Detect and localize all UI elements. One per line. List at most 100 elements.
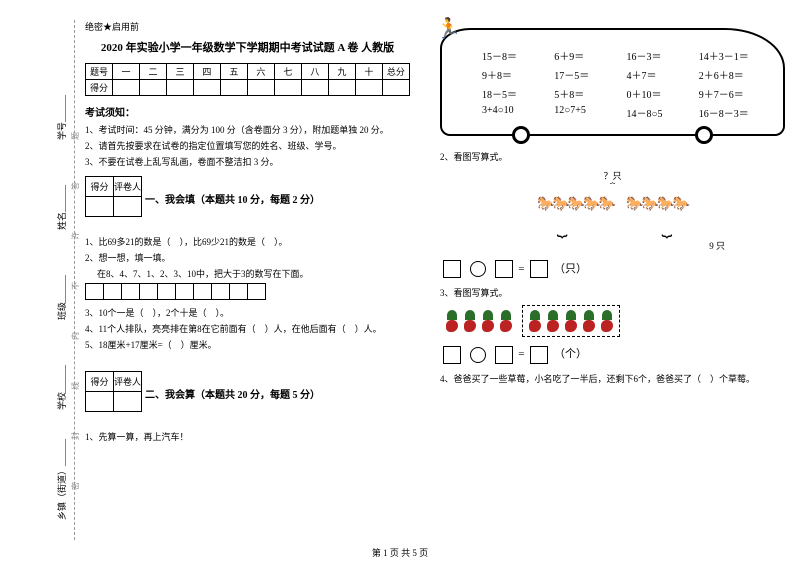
mark-table: 得分评卷人 [85,176,142,217]
radish-figure [440,305,785,337]
horses-figure: ？只 ⏞ 🐎🐎🐎🐎🐎 🐎🐎🐎🐎 ⏟ ⏟ 9 只 [440,169,785,252]
q1-2b: 在8、4、7、1、2、3、10中，把大于3的数写在下面。 [85,267,410,280]
wheel-icon [512,126,530,144]
question-mark-label: ？只 [440,169,785,182]
score-header-cell: 八 [301,64,328,80]
math-expr: 0＋10＝ [627,86,689,101]
math-expr: 14＋3－1＝ [699,48,761,63]
answer-box [530,346,548,364]
page-footer: 第 1 页 共 5 页 [0,546,800,559]
rules-header: 考试须知： [85,104,410,119]
binding-margin: 乡镇（街道）______ 学校______ 班级______ 姓名______ … [15,20,75,540]
radish-icon [444,310,460,332]
field-name: 姓名______ [55,185,68,230]
score-header-cell: 六 [247,64,274,80]
driver-icon: 🏃 [436,16,461,41]
math-expr: 4＋7＝ [627,67,689,82]
brace-top: ⏞ [440,182,785,193]
field-class: 班级______ [55,275,68,320]
seal-char: 封 [70,432,81,440]
rule-item: 1、考试时间：45 分钟，满分为 100 分（含卷面分 3 分），附加题单独 2… [85,123,410,136]
radish-icon [545,310,561,332]
math-expr: 12○7+5 [554,105,616,120]
math-expr: 6＋9＝ [554,48,616,63]
score-row-label: 得分 [86,80,113,96]
exam-page: 乡镇（街道）______ 学校______ 班级______ 姓名______ … [0,0,800,565]
q1-1: 1、比69多21的数是（ ），比69少21的数是（ ）。 [85,235,410,248]
score-cell [355,80,382,96]
mark-cell: 得分 [86,177,114,197]
left-column: 绝密★启用前 2020 年实验小学一年级数学下学期期中考试试题 A 卷 人教版 … [85,20,425,540]
score-header-cell: 一 [112,64,139,80]
exam-title: 2020 年实验小学一年级数学下学期期中考试试题 A 卷 人教版 [85,39,410,55]
unit-label: （个） [554,348,587,360]
score-header-cell: 题号 [86,64,113,80]
radish-icon [480,310,496,332]
math-expr: 14－8○5 [627,105,689,120]
unit-label: （只） [554,263,587,275]
score-header-cell: 九 [328,64,355,80]
math-expr: 17－5＝ [554,67,616,82]
seal-char: 答 [70,182,81,190]
equation-row: = （只） [440,260,785,278]
mark-cell [114,197,142,217]
math-expr: 15－8＝ [482,48,544,63]
rule-item: 3、不要在试卷上乱写乱画，卷面不整洁扣 3 分。 [85,155,410,168]
q2-4: 4、爸爸买了一些草莓，小名吃了一半后，还剩下6个，爸爸买了（ ）个草莓。 [440,372,785,385]
q1-3: 3、10个一是（ ），2个十是（ ）。 [85,306,410,319]
mark-cell [86,392,114,412]
field-id: 学号______ [55,95,68,140]
q1-2a: 2、想一想，填一填。 [85,251,410,264]
horse-icons: 🐎🐎🐎🐎🐎 🐎🐎🐎🐎 [440,193,785,213]
seal-char: 许 [70,232,81,240]
mark-cell: 评卷人 [114,372,142,392]
q2-2: 2、看图写算式。 [440,150,785,163]
radish-icon [498,310,514,332]
car-shape: 🏃 15－8＝ 6＋9＝ 16－3＝ 14＋3－1＝ 9＋8＝ 17－5＝ 4＋… [440,28,785,136]
radish-icon [527,310,543,332]
q1-4: 4、11个人排队，亮亮排在第8在它前面有（ ）人，在他后面有（ ）人。 [85,322,410,335]
seal-char: 内 [70,332,81,340]
blank-boxes [85,283,266,300]
answer-box [495,260,513,278]
score-cell [139,80,166,96]
score-cell [193,80,220,96]
seal-char: 题 [70,132,81,140]
score-value-row: 得分 [86,80,410,96]
operator-circle [470,261,486,277]
q2-3: 3、看图写算式。 [440,286,785,299]
field-township: 乡镇（街道）______ [55,439,68,520]
radish-icon [462,310,478,332]
answer-box [495,346,513,364]
q2-1: 1、先算一算，再上汽车！ [85,430,410,443]
radish-group-dashed [522,305,620,337]
field-school: 学校______ [55,365,68,410]
mark-cell [114,392,142,412]
math-expr: 18－5＝ [482,86,544,101]
score-header-cell: 四 [193,64,220,80]
section1-header: 一、我会填（本题共 10 分，每题 2 分） [145,191,320,206]
math-expr: 5＋8＝ [554,86,616,101]
score-header-cell: 三 [166,64,193,80]
score-header-cell: 十 [355,64,382,80]
answer-box [530,260,548,278]
seal-char: 不 [70,282,81,290]
score-cell [247,80,274,96]
score-header-cell: 总分 [382,64,409,80]
wheel-icon [695,126,713,144]
mark-table: 得分评卷人 [85,371,142,412]
operator-circle [470,347,486,363]
secret-label: 绝密★启用前 [85,20,410,33]
mark-cell [86,197,114,217]
math-expr: 2＋6＋8＝ [699,67,761,82]
seal-char: 线 [70,382,81,390]
score-cell [112,80,139,96]
equation-row: = （个） [440,345,785,363]
mark-cell: 评卷人 [114,177,142,197]
score-header-cell: 二 [139,64,166,80]
nine-label: 9 只 [440,239,785,252]
radish-icon [563,310,579,332]
math-expr: 9＋8＝ [482,67,544,82]
seal-char: 密 [70,482,81,490]
math-expr: 9＋7－6＝ [699,86,761,101]
